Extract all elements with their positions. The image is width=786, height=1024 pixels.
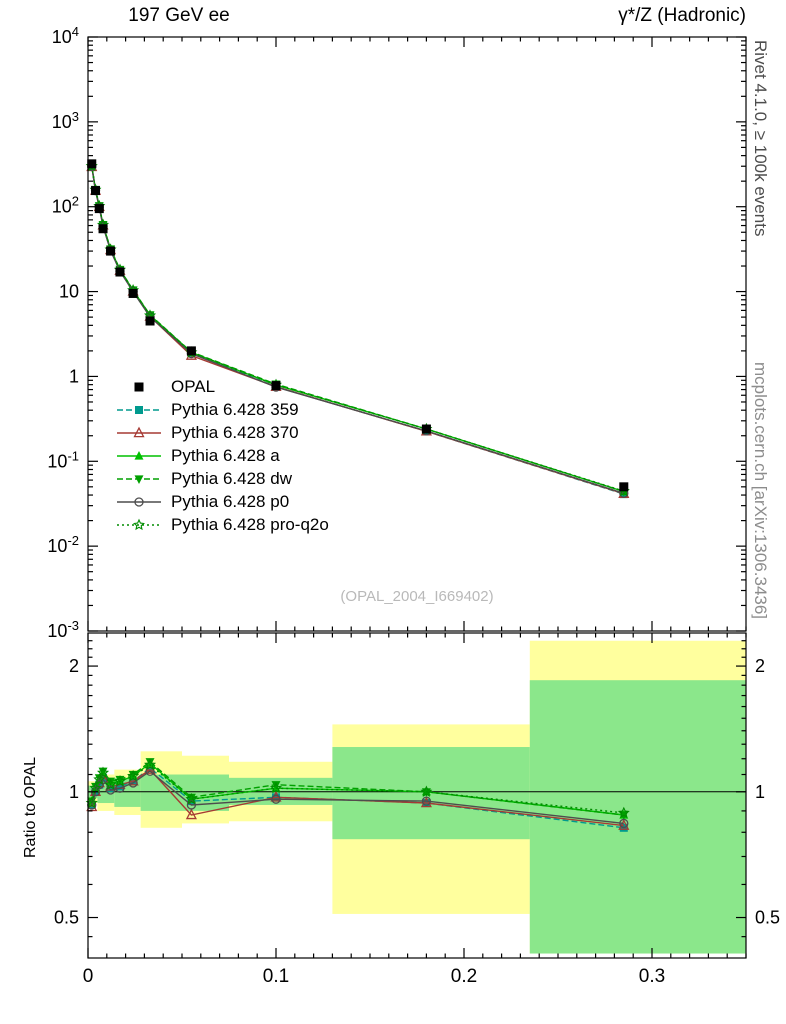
legend-item: Pythia 6.428 p0 — [116, 490, 329, 513]
legend-marker-triangle-up-filled — [117, 450, 161, 460]
legend-label: Pythia 6.428 359 — [171, 399, 299, 419]
legend-item: Pythia 6.428 a — [116, 444, 329, 467]
mcplots-attribution-label: mcplots.cern.ch [arXiv:1306.3436] — [751, 362, 770, 620]
legend-item: Pythia 6.428 pro-q2o — [116, 513, 329, 536]
series-layer — [85, 159, 630, 832]
legend-marker-circle-open — [117, 496, 161, 507]
svg-text:2: 2 — [69, 656, 79, 676]
svg-text:104: 104 — [52, 24, 79, 47]
legend-label: Pythia 6.428 a — [171, 445, 280, 465]
legend-marker-square-filled — [134, 382, 144, 391]
svg-text:10: 10 — [59, 282, 79, 302]
svg-text:10-3: 10-3 — [47, 618, 79, 641]
svg-text:0: 0 — [83, 966, 94, 987]
legend-marker-triangle-down-filled — [117, 474, 161, 484]
ratio-bands-layer — [88, 640, 746, 954]
ratio-frame — [87, 632, 747, 959]
svg-text:0.1: 0.1 — [263, 966, 289, 987]
analysis-id-watermark: (OPAL_2004_I669402) — [340, 588, 494, 605]
legend-marker-triangle-up-open — [117, 426, 161, 437]
svg-text:2: 2 — [755, 656, 765, 676]
legend-item: OPAL — [116, 375, 329, 398]
svg-text:1: 1 — [755, 782, 765, 802]
legend-label: Pythia 6.428 p0 — [171, 491, 290, 511]
svg-text:1: 1 — [69, 782, 79, 802]
legend-label: OPAL — [171, 376, 216, 396]
legend-label: Pythia 6.428 dw — [171, 468, 292, 488]
legend-marker-square-filled — [117, 405, 161, 414]
svg-text:0.5: 0.5 — [755, 908, 780, 928]
svg-text:0.2: 0.2 — [451, 966, 477, 987]
svg-text:102: 102 — [52, 194, 79, 217]
svg-text:10-2: 10-2 — [47, 533, 79, 556]
legend: OPAL Pythia 6.428 359 Pythia 6.428 370 Pyth… — [116, 375, 329, 536]
ratio-axis-title: Ratio to OPAL — [22, 756, 39, 858]
legend-marker-star-open — [117, 518, 161, 530]
svg-text:103: 103 — [52, 109, 79, 132]
mc-uncertainty-band — [332, 747, 530, 840]
svg-text:1: 1 — [69, 366, 79, 386]
legend-item: Pythia 6.428 dw — [116, 467, 329, 490]
axes-layer — [87, 36, 747, 959]
legend-item: Pythia 6.428 359 — [116, 398, 329, 421]
process-title: γ*/Z (Hadronic) — [618, 5, 746, 26]
beam-energy-title: 197 GeV ee — [128, 5, 230, 26]
svg-text:0.5: 0.5 — [54, 908, 79, 928]
svg-text:0.3: 0.3 — [639, 966, 665, 987]
rivet-version-label: Rivet 4.1.0, ≥ 100k events — [751, 40, 770, 237]
legend-label: Pythia 6.428 370 — [171, 422, 299, 442]
svg-text:10-1: 10-1 — [47, 448, 79, 471]
series-opal-data — [87, 159, 629, 492]
legend-item: Pythia 6.428 370 — [116, 421, 329, 444]
main-frame — [87, 36, 747, 632]
legend-label: Pythia 6.428 pro-q2o — [171, 514, 329, 534]
